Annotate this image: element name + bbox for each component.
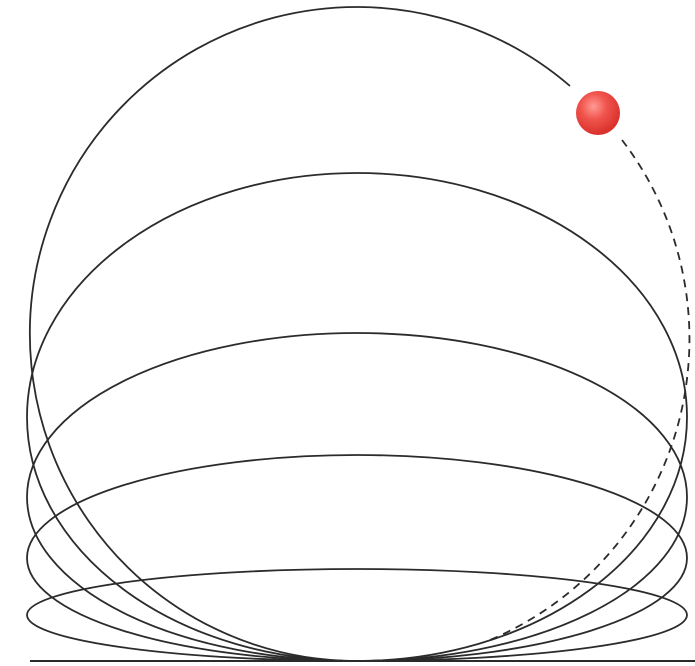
- ball: [576, 91, 620, 135]
- circle-dashed-arc: [489, 139, 691, 641]
- ellipse-3: [26, 332, 688, 662]
- circle-solid-arc: [28, 6, 571, 662]
- ellipse-2: [26, 454, 688, 662]
- ellipse-4: [26, 172, 688, 662]
